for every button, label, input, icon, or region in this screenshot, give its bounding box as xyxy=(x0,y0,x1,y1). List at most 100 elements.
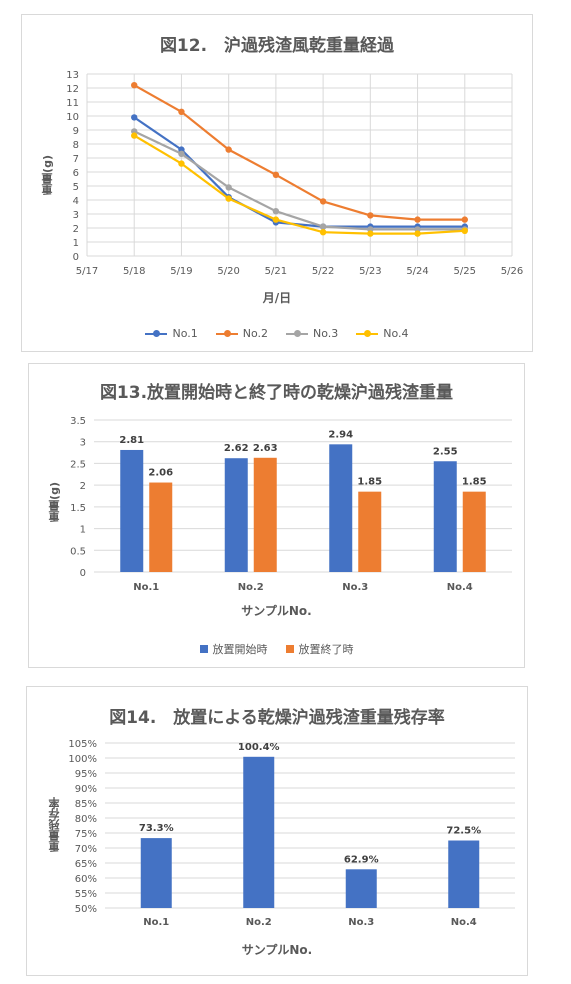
y-tick-label: 8 xyxy=(73,140,79,151)
data-point xyxy=(319,229,327,236)
x-tick-label: No.4 xyxy=(451,917,477,928)
bar xyxy=(149,482,173,572)
data-label: 2.55 xyxy=(433,446,458,457)
legend-marker xyxy=(199,645,208,653)
x-axis-label: サンプルNo. xyxy=(241,604,312,618)
x-tick-label: No.2 xyxy=(238,582,264,593)
legend-marker xyxy=(286,329,308,337)
bar xyxy=(345,869,377,908)
bar xyxy=(462,491,486,572)
x-tick-label: 5/17 xyxy=(76,266,98,277)
data-label: 1.85 xyxy=(357,477,382,488)
x-tick-label: 5/25 xyxy=(454,266,476,277)
legend-item: No.4 xyxy=(356,327,409,340)
bar xyxy=(224,458,248,572)
legend-item: No.3 xyxy=(286,327,338,340)
y-tick-label: 0.5 xyxy=(70,546,86,557)
series-line xyxy=(133,130,465,231)
data-point xyxy=(272,208,280,215)
series-line xyxy=(133,134,465,235)
x-tick-label: No.1 xyxy=(133,582,159,593)
x-tick-label: 5/24 xyxy=(406,266,428,277)
y-tick-label: 13 xyxy=(66,70,79,81)
x-tick-label: 5/26 xyxy=(501,266,523,277)
y-tick-label: 1 xyxy=(73,238,79,249)
legend-label: No.4 xyxy=(383,327,409,340)
x-tick-label: No.1 xyxy=(143,917,169,928)
data-point xyxy=(461,216,468,223)
data-point xyxy=(131,114,138,121)
data-point xyxy=(461,227,468,234)
chart-title: 図12. 沪過残渣風乾重量経過 xyxy=(159,36,395,56)
bar-chart-plot: 0 0.5 1 1.5 2 2.5 3 3.5 No.1 2.81 2.06 No.2 2.62 2.63… xyxy=(70,416,512,593)
legend-item: 放置終了時 xyxy=(285,641,354,657)
data-point xyxy=(131,82,138,89)
chart-panel-weight-start-end: 図13.放置開始時と終了時の乾燥沪過残渣重量 0 0.5 1 1.5 2 2.5 3 3.5 N… xyxy=(28,363,525,668)
legend: 放置開始時 放置終了時 xyxy=(29,641,524,657)
y-tick-label: 105% xyxy=(68,739,97,750)
y-tick-label: 3.5 xyxy=(70,416,86,427)
chart-title: 図14. 放置による乾燥沪過残渣重量残存率 xyxy=(109,708,445,728)
legend-marker xyxy=(145,329,168,337)
y-tick-label: 90% xyxy=(75,784,97,795)
y-tick-label: 55% xyxy=(75,889,97,900)
y-tick-label: 60% xyxy=(75,874,97,885)
data-point xyxy=(414,230,421,237)
chart-panel-weight-retention: 図14. 放置による乾燥沪過残渣重量残存率 50% 55% 60% 65% 70% 75%… xyxy=(26,686,528,976)
y-tick-label: 7 xyxy=(73,154,79,165)
x-tick-label: No.4 xyxy=(447,582,473,593)
legend-marker xyxy=(215,329,238,337)
series-line xyxy=(133,116,465,228)
data-label: 72.5% xyxy=(446,826,481,837)
y-tick-label: 1.5 xyxy=(70,503,86,514)
data-point xyxy=(225,195,232,202)
x-axis-label: 月/日 xyxy=(262,291,292,305)
data-point xyxy=(367,230,374,237)
bar xyxy=(140,838,172,908)
legend: No.1 No.2 No.3 No.4 xyxy=(22,327,532,340)
legend-label: No.1 xyxy=(172,327,198,340)
y-tick-label: 12 xyxy=(66,84,79,95)
bar xyxy=(329,444,353,572)
y-tick-label: 80% xyxy=(75,814,97,825)
x-tick-label: 5/21 xyxy=(265,266,287,277)
y-axis-label: 重量(g) xyxy=(48,482,61,522)
bar xyxy=(253,457,277,572)
y-tick-label: 85% xyxy=(75,799,97,810)
y-tick-label: 95% xyxy=(75,769,97,780)
legend-marker xyxy=(356,329,379,337)
data-label: 2.81 xyxy=(119,435,144,446)
chart-panel-weight-over-time: 図12. 沪過残渣風乾重量経過 0 1 2 3 4 5 6 7 8 9 10 11 12 13 5/17 5/… xyxy=(21,14,533,352)
x-tick-label: No.3 xyxy=(348,917,374,928)
y-tick-label: 10 xyxy=(66,112,79,123)
data-point xyxy=(131,132,138,139)
y-tick-label: 5 xyxy=(73,182,79,193)
data-point xyxy=(272,216,280,223)
y-tick-label: 2.5 xyxy=(70,459,86,470)
legend-label: 放置終了時 xyxy=(298,643,354,656)
data-label: 1.85 xyxy=(462,477,487,488)
y-tick-label: 6 xyxy=(73,168,79,179)
x-tick-label: 5/20 xyxy=(217,266,239,277)
x-tick-label: 5/19 xyxy=(170,266,192,277)
data-point xyxy=(178,108,185,116)
data-point xyxy=(319,223,327,230)
data-label: 2.63 xyxy=(253,443,278,454)
x-tick-label: 5/23 xyxy=(359,266,381,277)
data-label: 2.62 xyxy=(224,443,249,454)
x-tick-label: No.2 xyxy=(246,917,272,928)
legend-label: No.3 xyxy=(313,327,339,340)
bar xyxy=(243,756,275,908)
y-tick-label: 70% xyxy=(75,844,97,855)
y-tick-label: 0 xyxy=(80,568,86,579)
y-tick-label: 75% xyxy=(75,829,97,840)
y-tick-label: 9 xyxy=(73,126,79,137)
legend-item: No.2 xyxy=(215,327,268,340)
legend-marker xyxy=(285,645,294,653)
x-tick-label: 5/18 xyxy=(123,266,145,277)
data-point xyxy=(178,150,185,157)
data-point xyxy=(319,198,327,205)
bar xyxy=(358,491,382,572)
data-point xyxy=(225,184,232,191)
data-label: 73.3% xyxy=(139,823,174,834)
